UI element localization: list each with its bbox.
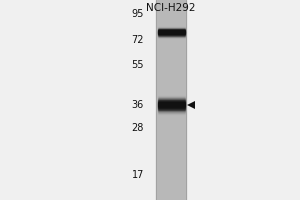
- Text: 28: 28: [132, 123, 144, 133]
- Text: NCI-H292: NCI-H292: [146, 3, 196, 13]
- Text: 72: 72: [131, 35, 144, 45]
- Text: 95: 95: [132, 9, 144, 19]
- Text: 17: 17: [132, 170, 144, 180]
- Text: 36: 36: [132, 100, 144, 110]
- Text: 55: 55: [131, 60, 144, 70]
- Bar: [156, 0, 186, 200]
